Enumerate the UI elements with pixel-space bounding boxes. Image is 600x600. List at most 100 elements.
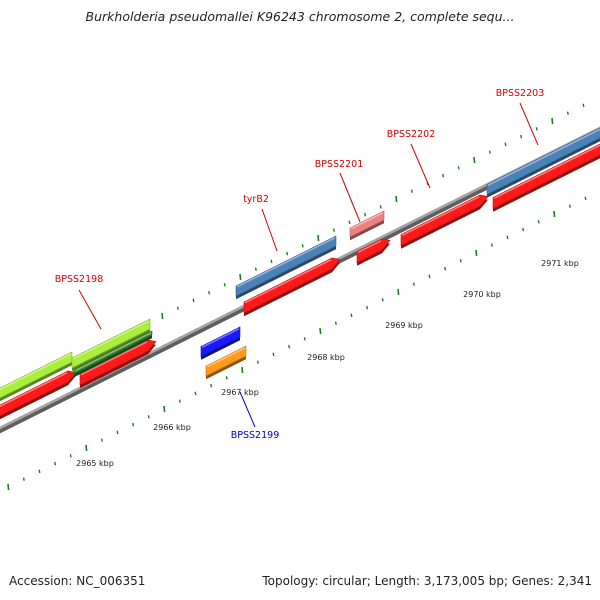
gene-bar-red-4-face — [356, 238, 391, 263]
inner-row-tick — [459, 259, 462, 263]
outer-row-tick — [473, 156, 476, 164]
gene-bar-red-2-highlight — [80, 341, 148, 376]
gene-bar-red-5-highlight — [401, 196, 480, 236]
outer-row-tick — [395, 195, 398, 203]
inner-row-tick — [288, 344, 291, 349]
inner-row-tick — [69, 454, 72, 458]
inner-row-tick — [210, 383, 213, 388]
outer-row-tick — [364, 212, 367, 217]
gene-label-pointer — [78, 289, 102, 330]
inner-row-tick — [522, 227, 525, 232]
gene-bar-lime-1-highlight — [0, 353, 72, 390]
gene-bar-blue-highlight — [201, 328, 240, 348]
gene-bar-red-3 — [243, 257, 341, 317]
inner-row-tick — [85, 444, 88, 452]
outer-row-tick — [317, 234, 320, 242]
inner-row-tick — [537, 220, 540, 224]
inner-row-tick — [366, 305, 369, 310]
inner-row-tick — [428, 274, 431, 279]
gene-bar-red-2 — [79, 339, 157, 389]
inner-row-tick — [397, 288, 400, 296]
kbp-scale-label: 2966 kbp — [153, 423, 191, 432]
gene-bar-orange — [205, 345, 247, 380]
kbp-scale-label: 2967 kbp — [221, 388, 259, 397]
gene-bar-lime-2-highlight — [72, 320, 150, 360]
gene-bar-red-5-face — [400, 194, 489, 246]
gene-label-pointer — [339, 172, 361, 223]
inner-row-tick — [490, 243, 493, 247]
map-title: Burkholderia pseudomallei K96243 chromos… — [85, 9, 515, 24]
inner-row-tick — [412, 282, 415, 286]
inner-row-tick — [54, 461, 57, 466]
gene-bar-orange-highlight — [206, 347, 246, 368]
kbp-scale-label: 2965 kbp — [76, 459, 114, 468]
gene-bar-blue — [200, 326, 241, 360]
outer-row-tick — [551, 117, 554, 125]
outer-row-tick — [348, 220, 351, 225]
gene-bar-steelblue-2-highlight — [487, 128, 600, 186]
gene-features — [0, 127, 600, 420]
gene-bar-steelblue-2 — [486, 127, 600, 198]
kbp-scale-labels: 2965 kbp 2966 kbp 2967 kbp 2968 kbp 2969 kbp… — [76, 259, 579, 468]
outer-row-tick — [442, 173, 445, 178]
inner-row-tick — [303, 337, 306, 341]
gene-label: BPSS2202 — [387, 129, 435, 140]
inner-row-tick — [22, 477, 25, 481]
gene-bar-darkgreen-highlight — [74, 332, 152, 372]
outer-row-tick — [582, 103, 585, 108]
inner-row-tick — [241, 366, 244, 374]
gene-bar-red-6-face — [492, 143, 600, 209]
outer-row-tick — [192, 298, 195, 303]
outer-row-tick — [223, 283, 226, 287]
inner-row-tick — [147, 415, 150, 419]
gene-bar-steelblue-1-highlight — [236, 237, 336, 288]
inner-row-tick — [350, 313, 353, 318]
inner-row-tick — [334, 321, 337, 325]
gene-bar-red-3-highlight — [244, 259, 332, 304]
gene-bar-steelblue-2-face — [486, 127, 600, 195]
outer-row-tick — [379, 205, 382, 209]
gene-label-pointer — [519, 102, 539, 146]
outer-row-tick — [504, 142, 507, 147]
gene-bar-lime-2-face — [71, 318, 151, 369]
inner-row-tick — [225, 376, 228, 380]
kbp-scale-label: 2968 kbp — [307, 353, 345, 362]
gene-label: BPSS2199 — [231, 430, 279, 441]
inner-row-tick — [381, 298, 384, 302]
gene-bar-red-1-face — [0, 370, 77, 417]
inner-row-tick — [553, 210, 556, 218]
inner-row-tick — [319, 327, 322, 335]
inner-row-tick — [584, 196, 587, 201]
outer-row-tick — [161, 312, 164, 320]
kbp-scale-label: 2971 kbp — [541, 259, 579, 268]
gene-bar-red-4-highlight — [357, 240, 382, 253]
inner-row-tick — [163, 405, 166, 413]
gene-bar-lime-1 — [0, 351, 73, 402]
gene-bar-red-3-face — [243, 257, 341, 314]
gene-bar-red-6 — [492, 143, 600, 212]
inner-row-tick — [568, 204, 571, 208]
gene-bar-red-1 — [0, 370, 77, 420]
inner-row-tick — [38, 469, 41, 474]
inner-row-tick — [444, 266, 447, 271]
outer-row-tick — [566, 111, 569, 115]
gene-label: tyrB2 — [243, 194, 269, 205]
gene-bar-pink — [349, 210, 385, 241]
outer-row-tick — [254, 267, 257, 271]
kbp-scale-label: 2969 kbp — [385, 321, 423, 330]
gene-label: BPSS2198 — [55, 274, 103, 285]
gene-labels: BPSS2198 BPSS2199 tyrB2 BPSS2201 BPSS2202 BPS… — [55, 88, 544, 441]
outer-row-tick — [332, 228, 335, 232]
gene-bar-red-4 — [356, 238, 391, 266]
outer-row-tick — [286, 251, 289, 256]
outer-row-tick — [410, 189, 413, 193]
inner-row-tick — [475, 249, 478, 257]
outer-row-tick — [301, 244, 304, 248]
gene-bar-steelblue-1-face — [235, 235, 337, 297]
inner-row-tick — [7, 483, 10, 491]
gene-label-pointer — [410, 143, 431, 189]
gene-bar-lime-2 — [71, 318, 151, 372]
gene-bar-orange-face — [205, 345, 247, 377]
